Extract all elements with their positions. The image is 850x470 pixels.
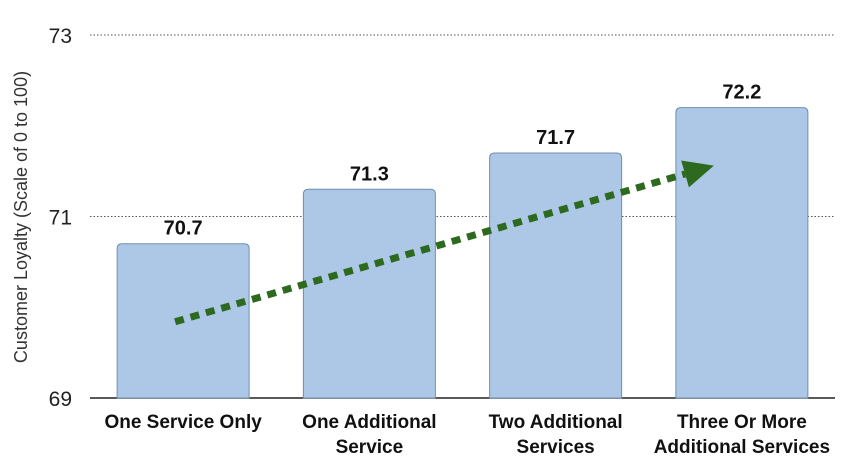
category-label-line: Services bbox=[517, 437, 595, 458]
category-label-line: One Additional bbox=[302, 412, 436, 433]
bar-4 bbox=[675, 107, 809, 399]
category-label-line: One Service Only bbox=[104, 412, 262, 433]
data-label-4: 72.2 bbox=[722, 82, 761, 104]
category-label-line: Additional Services bbox=[654, 437, 830, 458]
category-label-line: Three Or More bbox=[677, 412, 807, 433]
bars bbox=[116, 107, 809, 399]
y-tick-labels: 69 71 73 bbox=[49, 25, 72, 411]
data-label-3: 71.7 bbox=[536, 127, 575, 149]
category-labels: One Service Only One Additional Service Two… bbox=[104, 412, 830, 458]
category-label-line: Two Additional bbox=[489, 412, 623, 433]
data-label-1: 70.7 bbox=[164, 218, 203, 240]
category-label-3: Two Additional Services bbox=[489, 412, 623, 458]
category-label-4: Three Or More Additional Services bbox=[654, 412, 830, 458]
data-label-2: 71.3 bbox=[350, 163, 389, 185]
y-tick-label-71: 71 bbox=[49, 207, 72, 230]
y-axis-title: Customer Loyalty (Scale of 0 to 100) bbox=[11, 71, 31, 363]
bar-2 bbox=[302, 188, 436, 399]
category-label-1: One Service Only bbox=[104, 412, 262, 433]
y-tick-label-73: 73 bbox=[49, 25, 72, 48]
trend-arrow bbox=[174, 160, 714, 326]
trend-arrow-line bbox=[174, 170, 687, 326]
bar-3 bbox=[489, 152, 623, 399]
category-label-2: One Additional Service bbox=[302, 412, 436, 458]
trend-arrow-head bbox=[681, 160, 714, 188]
data-labels: 70.7 71.3 71.7 72.2 bbox=[164, 82, 762, 240]
y-tick-label-69: 69 bbox=[49, 388, 72, 411]
category-label-line: Service bbox=[336, 437, 404, 458]
